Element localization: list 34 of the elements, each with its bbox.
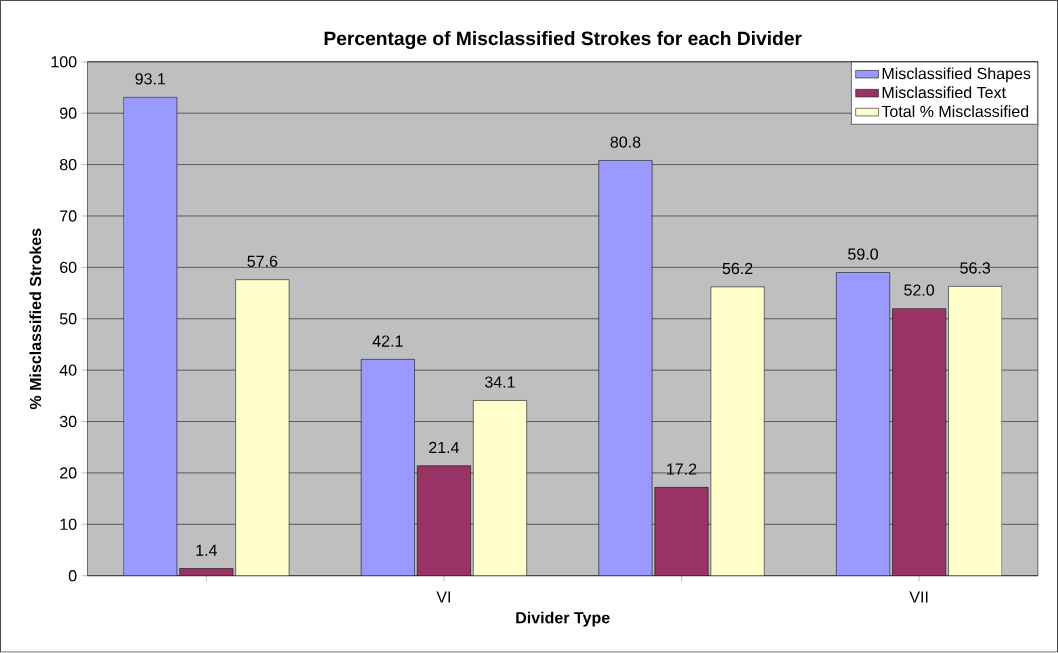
x-tick-label: VII — [909, 591, 928, 603]
y-tick-label: 50 — [59, 313, 77, 325]
legend-label: Misclassified Text — [882, 86, 1006, 99]
y-tick-label: 70 — [60, 210, 77, 222]
data-label: 56.2 — [722, 263, 753, 275]
data-label: 34.1 — [484, 376, 515, 388]
y-tick-label: 10 — [60, 518, 77, 531]
y-tick-label: 100 — [51, 56, 77, 68]
bar — [654, 487, 709, 576]
data-label: 42.1 — [372, 335, 403, 347]
data-label: 57.6 — [247, 255, 278, 268]
data-label: 59.0 — [848, 248, 879, 260]
data-label: 17.2 — [667, 463, 697, 475]
data-label: 21.4 — [429, 442, 460, 454]
y-axis-title: % Misclassified Strokes — [29, 228, 42, 410]
legend-label: Misclassified Shapes — [882, 67, 1031, 83]
y-tick-label: 0 — [68, 570, 77, 582]
x-axis-title: Divider Type — [516, 611, 610, 627]
y-tick-label: 90 — [60, 107, 77, 120]
data-label: 1.4 — [196, 545, 217, 557]
data-label: 80.8 — [610, 136, 641, 148]
y-tick-label: 40 — [59, 364, 77, 377]
x-tick-label: VI — [436, 591, 450, 603]
bar — [416, 465, 471, 576]
chart-title: Percentage of Misclassified Strokes for each Divider — [324, 31, 802, 50]
legend-label: Total % Misclassified — [881, 105, 1029, 118]
y-tick-label: 80 — [59, 159, 77, 171]
data-label: 93.1 — [135, 73, 166, 85]
data-label: 52.0 — [904, 284, 935, 296]
y-tick-label: 60 — [60, 261, 77, 274]
data-label: 56.3 — [960, 262, 991, 274]
bar — [892, 308, 947, 576]
y-tick-label: 20 — [60, 467, 77, 479]
y-tick-label: 30 — [59, 416, 77, 428]
